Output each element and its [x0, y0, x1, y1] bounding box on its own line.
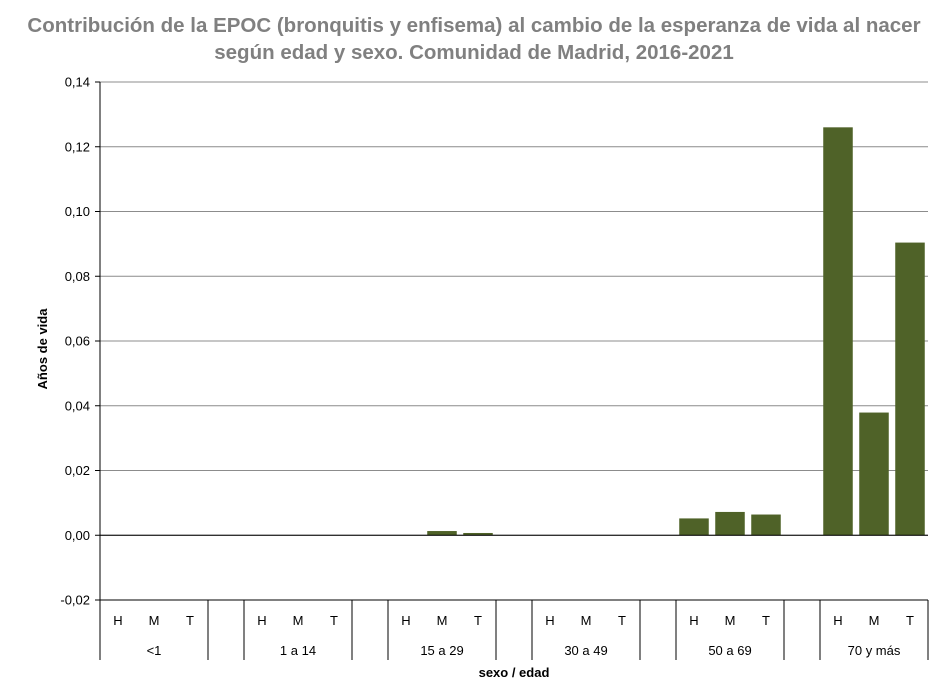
chart-title: Contribución de la EPOC (bronquitis y en… — [27, 14, 921, 64]
x-category-label: M — [725, 613, 736, 628]
x-category-label: M — [149, 613, 160, 628]
y-tick-label: 0,12 — [65, 139, 90, 154]
x-group-label: 15 a 29 — [420, 643, 463, 658]
bar — [679, 518, 709, 536]
x-category-label: H — [257, 613, 266, 628]
y-tick-label: 0,06 — [65, 334, 90, 349]
x-category-label: T — [618, 613, 626, 628]
bars — [427, 127, 925, 536]
x-group-label: 70 y más — [848, 643, 901, 658]
x-category-label: H — [833, 613, 842, 628]
y-tick-label: 0,08 — [65, 269, 90, 284]
x-category-label: M — [437, 613, 448, 628]
bar — [895, 242, 925, 536]
y-axis-title: Años de vida — [35, 308, 50, 390]
x-category-label: M — [293, 613, 304, 628]
x-group-label: <1 — [147, 643, 162, 658]
bar — [823, 127, 853, 536]
gridlines — [100, 81, 928, 601]
x-category-label: H — [113, 613, 122, 628]
x-category-label: T — [762, 613, 770, 628]
x-category-label: M — [869, 613, 880, 628]
x-group-label: 1 a 14 — [280, 643, 316, 658]
bar — [751, 514, 781, 536]
tick-labels: -0,02 0,00 0,02 0,04 0,06 0,08 0,10 0,12 0,14 H M T… — [60, 75, 914, 659]
y-tick-label: 0,02 — [65, 463, 90, 478]
x-category-label: H — [689, 613, 698, 628]
x-group-label: 30 a 49 — [564, 643, 607, 658]
x-category-label: T — [906, 613, 914, 628]
y-tick-label: 0,10 — [65, 204, 90, 219]
x-axis-title: sexo / edad — [479, 665, 550, 680]
x-category-label: T — [330, 613, 338, 628]
y-tick-label: 0,00 — [65, 528, 90, 543]
bar — [715, 511, 745, 536]
axes — [95, 81, 929, 660]
y-tick-label: 0,04 — [65, 398, 90, 413]
x-category-label: T — [474, 613, 482, 628]
bar — [427, 531, 457, 536]
x-category-label: T — [186, 613, 194, 628]
bar — [859, 412, 889, 536]
y-tick-label: 0,14 — [65, 75, 90, 90]
x-category-label: M — [581, 613, 592, 628]
x-group-label: 50 a 69 — [708, 643, 751, 658]
x-category-label: H — [401, 613, 410, 628]
x-category-label: H — [545, 613, 554, 628]
bar — [463, 532, 493, 536]
y-tick-label: -0,02 — [60, 593, 90, 608]
